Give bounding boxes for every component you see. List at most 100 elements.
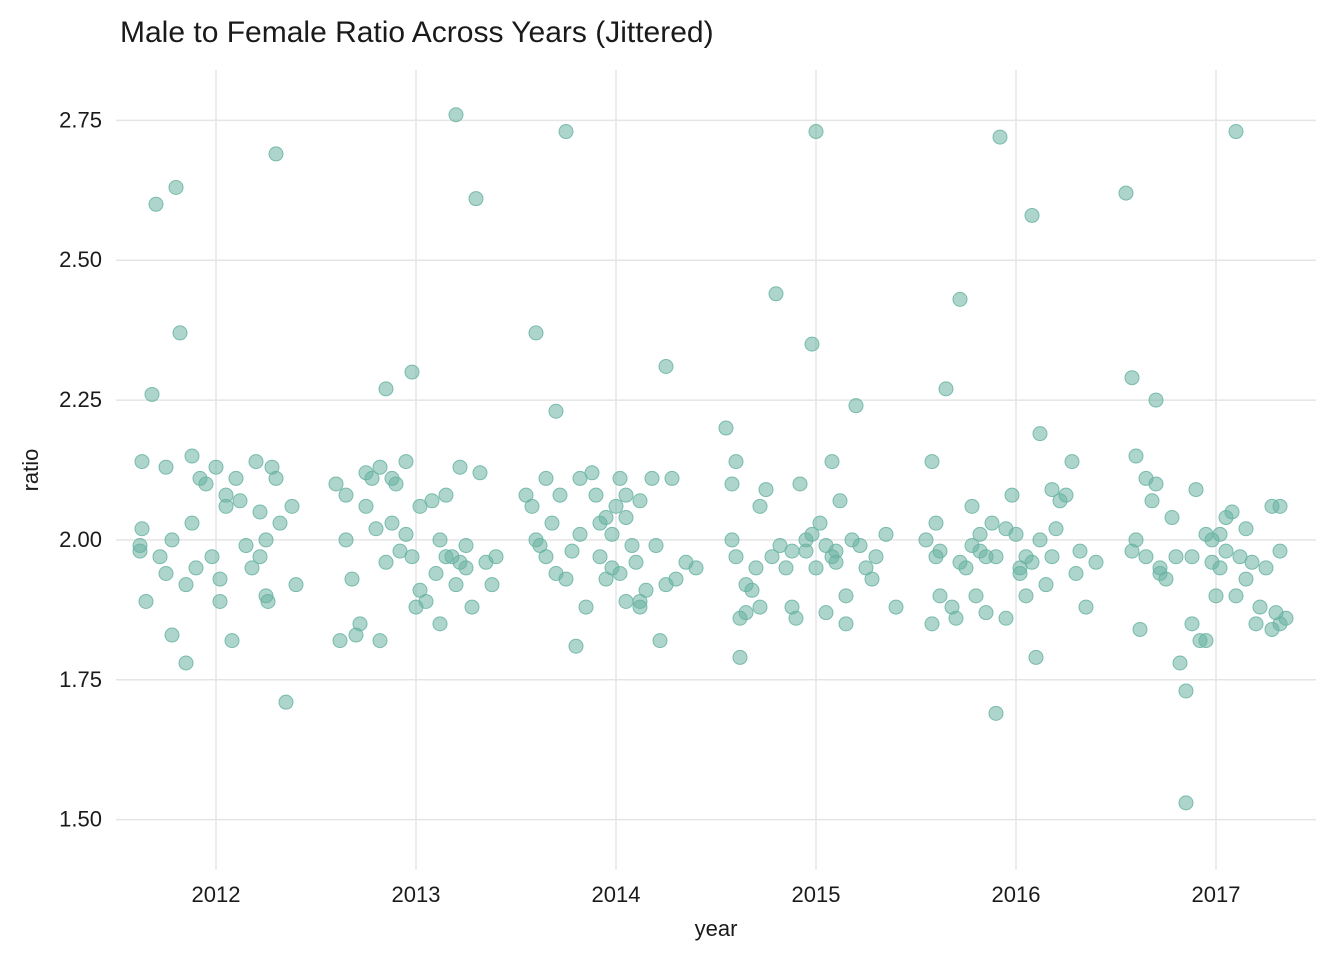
scatter-point: [979, 606, 993, 620]
x-tick-label: 2017: [1192, 882, 1241, 907]
scatter-point: [929, 516, 943, 530]
scatter-point: [1009, 527, 1023, 541]
scatter-point: [965, 499, 979, 513]
scatter-point: [589, 488, 603, 502]
scatter-point: [573, 527, 587, 541]
scatter-point: [1089, 555, 1103, 569]
scatter-point: [1019, 589, 1033, 603]
scatter-point: [739, 606, 753, 620]
scatter-point: [1065, 455, 1079, 469]
scatter-point: [149, 197, 163, 211]
scatter-point: [379, 382, 393, 396]
scatter-point: [459, 561, 473, 575]
scatter-point: [1249, 617, 1263, 631]
y-tick-label: 2.75: [59, 107, 102, 132]
scatter-point: [229, 471, 243, 485]
scatter-point: [869, 550, 883, 564]
scatter-point: [485, 578, 499, 592]
scatter-point: [439, 488, 453, 502]
scatter-point: [1129, 449, 1143, 463]
scatter-point: [145, 387, 159, 401]
y-axis-label: ratio: [18, 449, 43, 492]
scatter-point: [1169, 550, 1183, 564]
scatter-point: [261, 594, 275, 608]
scatter-point: [665, 471, 679, 485]
scatter-point: [219, 488, 233, 502]
scatter-point: [369, 522, 383, 536]
scatter-point: [329, 477, 343, 491]
scatter-point: [799, 544, 813, 558]
scatter-point: [253, 550, 267, 564]
scatter-point: [465, 600, 479, 614]
scatter-point: [173, 326, 187, 340]
scatter-point: [1119, 186, 1133, 200]
scatter-point: [645, 471, 659, 485]
scatter-point: [793, 477, 807, 491]
scatter-point: [1239, 572, 1253, 586]
scatter-point: [179, 656, 193, 670]
scatter-point: [133, 544, 147, 558]
scatter-point: [169, 180, 183, 194]
scatter-point: [429, 566, 443, 580]
scatter-point: [1213, 527, 1227, 541]
scatter-point: [1179, 684, 1193, 698]
scatter-point: [605, 527, 619, 541]
scatter-point: [1025, 208, 1039, 222]
scatter-point: [759, 483, 773, 497]
scatter-point: [599, 511, 613, 525]
scatter-point: [405, 550, 419, 564]
scatter-point: [609, 499, 623, 513]
scatter-point: [779, 561, 793, 575]
scatter-point: [233, 494, 247, 508]
scatter-point: [789, 611, 803, 625]
scatter-point: [745, 583, 759, 597]
scatter-point: [469, 192, 483, 206]
scatter-point: [189, 561, 203, 575]
scatter-point: [925, 617, 939, 631]
scatter-point: [1049, 522, 1063, 536]
scatter-point: [419, 594, 433, 608]
scatter-point: [1005, 488, 1019, 502]
scatter-point: [769, 287, 783, 301]
scatter-point: [619, 488, 633, 502]
scatter-point: [585, 466, 599, 480]
scatter-point: [269, 147, 283, 161]
scatter-point: [339, 533, 353, 547]
scatter-point: [273, 516, 287, 530]
scatter-point: [829, 555, 843, 569]
scatter-point: [1029, 650, 1043, 664]
scatter-point: [1229, 125, 1243, 139]
chart-container: 2012201320142015201620171.501.752.002.25…: [0, 0, 1344, 960]
scatter-point: [529, 326, 543, 340]
scatter-point: [199, 477, 213, 491]
scatter-point: [853, 539, 867, 553]
scatter-point: [179, 578, 193, 592]
scatter-point: [1253, 600, 1267, 614]
scatter-point: [833, 494, 847, 508]
scatter-point: [1273, 544, 1287, 558]
scatter-point: [939, 382, 953, 396]
scatter-point: [729, 550, 743, 564]
scatter-point: [1239, 522, 1253, 536]
scatter-point: [593, 550, 607, 564]
x-axis-label: year: [695, 916, 738, 941]
scatter-point: [279, 695, 293, 709]
scatter-point: [185, 516, 199, 530]
scatter-point: [933, 589, 947, 603]
scatter-point: [613, 566, 627, 580]
x-tick-label: 2013: [392, 882, 441, 907]
scatter-point: [559, 125, 573, 139]
x-tick-label: 2014: [592, 882, 641, 907]
scatter-point: [1165, 511, 1179, 525]
y-tick-label: 1.50: [59, 807, 102, 832]
scatter-point: [449, 578, 463, 592]
scatter-point: [579, 600, 593, 614]
scatter-point: [1199, 634, 1213, 648]
scatter-point: [625, 539, 639, 553]
y-tick-label: 2.50: [59, 247, 102, 272]
scatter-point: [1209, 589, 1223, 603]
y-tick-label: 2.00: [59, 527, 102, 552]
scatter-point: [733, 650, 747, 664]
scatter-point: [225, 634, 239, 648]
scatter-point: [1079, 600, 1093, 614]
